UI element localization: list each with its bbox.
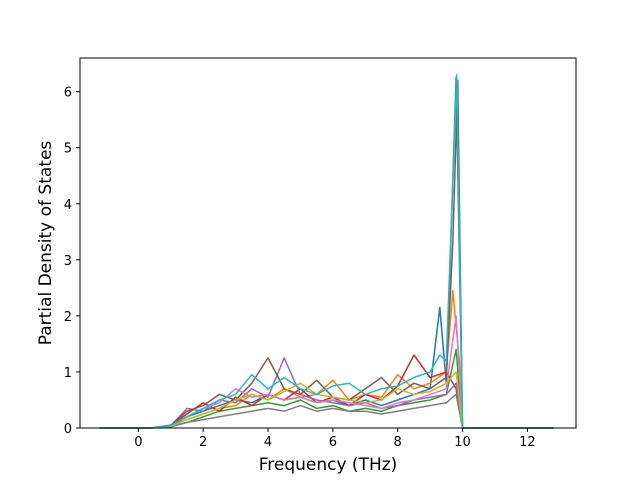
series-line-3 [99, 348, 554, 429]
x-axis-label: Frequency (THz) [259, 455, 398, 475]
y-tick-label: 2 [64, 310, 72, 325]
x-axis: 0 2 4 6 8 10 12 [134, 428, 536, 450]
plot-frame [79, 57, 577, 429]
y-tick-label: 5 [64, 142, 72, 157]
x-tick-label: 0 [134, 435, 142, 450]
y-axis: 0 1 2 3 4 5 6 [64, 86, 80, 437]
y-tick-label: 1 [64, 366, 72, 381]
series-line-5 [99, 357, 554, 429]
series-line-8 [99, 393, 554, 429]
series-line-10 [99, 74, 554, 429]
y-tick-label: 6 [64, 86, 72, 101]
plot-area [80, 58, 576, 428]
x-tick-label: 4 [264, 435, 272, 450]
series-line-6 [99, 79, 554, 429]
y-tick-label: 4 [64, 198, 72, 213]
x-tick-label: 2 [199, 435, 207, 450]
y-tick-label: 0 [64, 422, 72, 437]
y-axis-label: Partial Density of States [36, 141, 56, 346]
series-layer [99, 74, 554, 429]
x-tick-label: 12 [519, 435, 536, 450]
y-tick-label: 3 [64, 254, 72, 269]
x-tick-label: 6 [329, 435, 337, 450]
x-tick-label: 8 [394, 435, 402, 450]
x-tick-label: 10 [454, 435, 471, 450]
